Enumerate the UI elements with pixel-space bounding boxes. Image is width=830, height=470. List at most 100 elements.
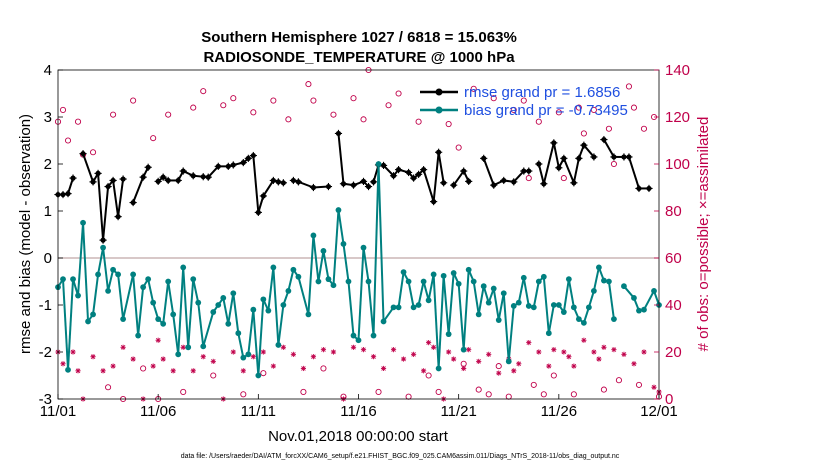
bias-segment-71 xyxy=(432,274,440,369)
bias-segment-94 xyxy=(547,304,555,334)
rmse-marker-70 xyxy=(575,154,583,162)
bias-marker-98 xyxy=(565,276,572,283)
bias-marker-57 xyxy=(355,337,362,344)
obs-assimilated-d2-65 xyxy=(621,352,627,357)
obs-assimilated-d2-36 xyxy=(391,347,396,352)
bias-marker-48 xyxy=(310,232,317,239)
obs-assimilated-marker-2 xyxy=(70,349,76,355)
bias-marker-50 xyxy=(320,248,327,254)
bias-marker-89 xyxy=(520,274,527,281)
bias-marker-51 xyxy=(325,276,332,283)
rmse-marker-54 xyxy=(440,179,448,187)
rmse-segment-29 xyxy=(257,195,265,213)
bias-segment-13 xyxy=(122,274,135,320)
rmse-marker-53 xyxy=(435,148,443,156)
obs-assimilated-d2-56 xyxy=(551,347,557,352)
obs-assimilated-d2-58 xyxy=(566,354,572,359)
rmse-marker-19 xyxy=(179,167,187,175)
bias-segment-40 xyxy=(267,267,275,311)
y-tick-label-0: -3 xyxy=(39,391,52,408)
obs-assimilated-marker-62 xyxy=(596,356,602,362)
rmse-marker-50 xyxy=(415,170,423,178)
rmse-segment-7 xyxy=(102,186,110,241)
rmse-marker-24 xyxy=(224,162,232,170)
bias-marker-60 xyxy=(370,332,377,339)
obs-assimilated-d2-53 xyxy=(526,340,532,345)
rmse-marker-18 xyxy=(174,176,182,185)
obs-possible-marker-63 xyxy=(600,386,607,393)
bias-marker-19 xyxy=(155,316,162,322)
y-tick-label-2: -1 xyxy=(39,297,52,314)
bias-marker-84 xyxy=(495,317,502,323)
obs-assimilated-d2-37 xyxy=(401,356,406,362)
bias-marker-72 xyxy=(435,365,442,372)
obs-possible-marker-34 xyxy=(375,388,382,396)
bias-marker-10 xyxy=(105,288,111,294)
obs-assimilated-marker-25 xyxy=(280,344,286,350)
bias-segment-17 xyxy=(147,278,155,303)
rmse-marker-64 xyxy=(535,160,543,168)
y2-tick-label-1: 20 xyxy=(665,344,682,361)
obs-assimilated-d2-27 xyxy=(301,366,306,371)
obs-possible-marker-3 xyxy=(74,118,82,125)
rmse-segment-9 xyxy=(112,180,120,217)
y2-axis-label: # of obs: o=possible; ×=assimilated xyxy=(695,117,712,352)
bias-marker-107 xyxy=(611,316,617,322)
rmse-marker-4 xyxy=(79,150,87,158)
y2-tick-label-2: 40 xyxy=(665,297,682,314)
obs-assimilated-marker-34 xyxy=(370,354,377,360)
obs-assimilated-d2-39 xyxy=(421,368,426,374)
rmse-marker-46 xyxy=(389,172,398,180)
bias-marker-109 xyxy=(631,295,637,301)
bias-marker-112 xyxy=(651,288,657,294)
obs-assimilated-marker-56 xyxy=(551,347,557,353)
bias-segment-53 xyxy=(337,209,345,245)
obs-assimilated-d2-15 xyxy=(180,345,186,350)
bias-segment-77 xyxy=(462,269,470,350)
rmse-segment-66 xyxy=(552,142,560,168)
rmse-marker-45 xyxy=(379,161,388,170)
obs-assimilated-marker-65 xyxy=(621,351,627,357)
obs-assimilated-marker-30 xyxy=(330,349,337,355)
obs-assimilated-marker-57 xyxy=(561,349,567,355)
bias-marker-3 xyxy=(70,276,76,283)
y-tick-label-3: 0 xyxy=(44,250,52,267)
obs-possible-marker-44 xyxy=(470,85,477,92)
bias-segment-2 xyxy=(67,279,75,370)
bias-marker-65 xyxy=(400,269,407,275)
obs-assimilated-d2-41 xyxy=(431,345,436,350)
bias-marker-55 xyxy=(345,278,352,285)
obs-assimilated-marker-54 xyxy=(536,349,542,355)
bias-marker-70 xyxy=(425,297,432,304)
rmse-marker-77 xyxy=(635,184,643,193)
rmse-marker-14 xyxy=(144,163,152,171)
bias-marker-68 xyxy=(415,302,422,308)
bias-segment-86 xyxy=(507,305,515,362)
bias-marker-56 xyxy=(350,332,357,339)
rmse-marker-28 xyxy=(249,151,257,160)
bias-marker-81 xyxy=(480,283,487,290)
rmse-marker-5 xyxy=(89,178,97,186)
obs-possible-marker-52 xyxy=(525,175,532,182)
bias-segment-24 xyxy=(182,267,190,348)
bias-marker-37 xyxy=(250,306,257,313)
plot-area xyxy=(58,70,659,399)
obs-possible-marker-27 xyxy=(310,97,317,104)
bias-marker-73 xyxy=(440,272,447,279)
obs-assimilated-marker-13 xyxy=(160,356,166,362)
rmse-marker-23 xyxy=(214,162,222,170)
obs-assimilated-marker-36 xyxy=(390,347,397,353)
bias-marker-15 xyxy=(135,332,142,339)
bias-segment-7 xyxy=(92,274,100,315)
bias-marker-62 xyxy=(380,318,387,325)
obs-possible-marker-59 xyxy=(570,391,577,398)
rmse-segment-28 xyxy=(252,155,260,213)
rmse-marker-9 xyxy=(109,176,117,185)
rmse-marker-41 xyxy=(359,177,368,185)
bias-segment-5 xyxy=(82,222,90,322)
bias-marker-36 xyxy=(245,351,252,358)
rmse-marker-12 xyxy=(129,198,137,207)
obs-assimilated-d2-32 xyxy=(351,345,356,350)
obs-possible-marker-48 xyxy=(495,363,502,370)
